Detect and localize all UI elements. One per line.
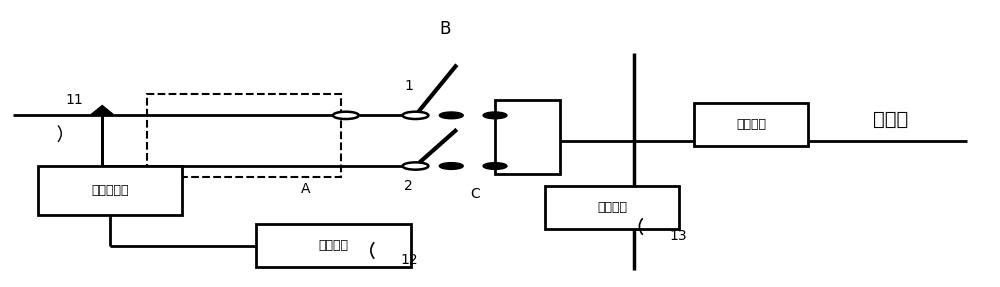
Text: 11: 11 bbox=[66, 93, 83, 107]
Circle shape bbox=[483, 112, 507, 119]
Circle shape bbox=[333, 112, 359, 119]
Circle shape bbox=[439, 163, 463, 169]
Text: C: C bbox=[470, 187, 480, 201]
Text: 微电网: 微电网 bbox=[873, 110, 908, 129]
Text: 1: 1 bbox=[404, 79, 413, 93]
Circle shape bbox=[403, 112, 428, 119]
Bar bbox=[545, 186, 679, 229]
Circle shape bbox=[483, 163, 507, 169]
Text: 12: 12 bbox=[401, 253, 418, 267]
Bar bbox=[147, 94, 341, 177]
Text: 储能装置: 储能装置 bbox=[318, 239, 348, 252]
Bar bbox=[495, 100, 560, 174]
Circle shape bbox=[439, 112, 463, 119]
Bar bbox=[256, 224, 411, 267]
Text: 2: 2 bbox=[404, 179, 413, 193]
Text: 电流传感器: 电流传感器 bbox=[91, 184, 128, 197]
Text: 直流母线: 直流母线 bbox=[597, 201, 627, 214]
Polygon shape bbox=[91, 106, 113, 115]
Circle shape bbox=[403, 162, 428, 170]
Bar bbox=[694, 103, 808, 146]
Bar bbox=[38, 166, 182, 215]
Text: 13: 13 bbox=[669, 229, 687, 243]
Text: A: A bbox=[301, 182, 311, 195]
Text: 充电装置: 充电装置 bbox=[736, 118, 766, 131]
Text: B: B bbox=[440, 20, 451, 38]
